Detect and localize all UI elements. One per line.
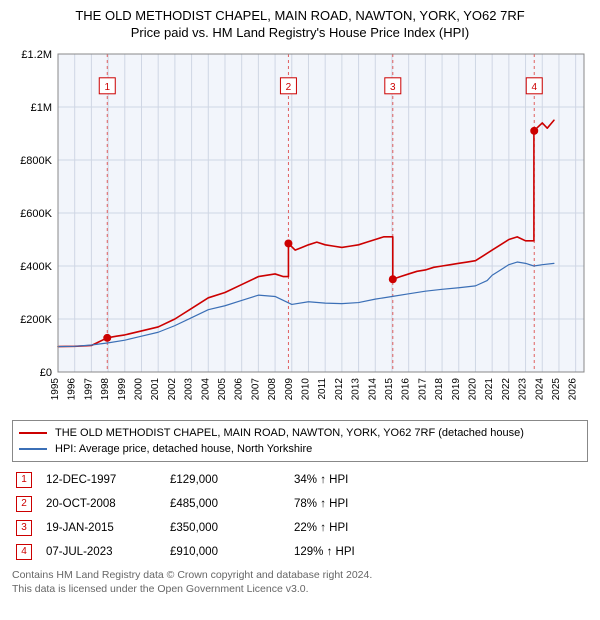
event-price: £129,000: [166, 468, 290, 492]
svg-text:2000: 2000: [133, 378, 144, 401]
event-marker-icon: 2: [16, 496, 32, 512]
legend-box: THE OLD METHODIST CHAPEL, MAIN ROAD, NAW…: [12, 420, 588, 462]
svg-text:2012: 2012: [334, 378, 345, 401]
event-row: 1 12-DEC-1997£129,00034% ↑ HPI: [12, 468, 365, 492]
svg-text:2018: 2018: [434, 378, 445, 401]
events-table: 1 12-DEC-1997£129,00034% ↑ HPI 2 20-OCT-200…: [12, 468, 365, 564]
chart-area: 1 2 3 4 £0 £200K £400K £600K £800K £1M £1.2M 1995 19…: [10, 46, 590, 416]
event-date: 12-DEC-1997: [42, 468, 166, 492]
legend-swatch-price-paid: [19, 432, 47, 434]
svg-text:2017: 2017: [417, 378, 428, 401]
svg-text:£200K: £200K: [20, 314, 52, 326]
svg-text:2007: 2007: [250, 378, 261, 401]
svg-text:1995: 1995: [50, 378, 61, 401]
svg-text:2026: 2026: [568, 378, 579, 401]
svg-text:2002: 2002: [167, 378, 178, 401]
svg-text:1997: 1997: [83, 378, 94, 401]
legend-swatch-hpi: [19, 448, 47, 450]
legend-item-price-paid: THE OLD METHODIST CHAPEL, MAIN ROAD, NAW…: [19, 425, 581, 441]
svg-text:£600K: £600K: [20, 208, 52, 220]
svg-text:2005: 2005: [217, 378, 228, 401]
event-date: 20-OCT-2008: [42, 492, 166, 516]
svg-text:2014: 2014: [367, 378, 378, 401]
legend-label-hpi: HPI: Average price, detached house, Nort…: [55, 443, 312, 455]
svg-text:4: 4: [531, 82, 537, 93]
svg-text:2008: 2008: [267, 378, 278, 401]
svg-text:2004: 2004: [200, 378, 211, 401]
price-chart-svg: 1 2 3 4 £0 £200K £400K £600K £800K £1M £1.2M 1995 19…: [10, 46, 590, 416]
event-delta: 78% ↑ HPI: [290, 492, 365, 516]
svg-text:£400K: £400K: [20, 261, 52, 273]
svg-text:2001: 2001: [150, 378, 161, 401]
svg-text:2006: 2006: [234, 378, 245, 401]
event-row: 3 19-JAN-2015£350,00022% ↑ HPI: [12, 516, 365, 540]
event-marker-icon: 1: [16, 472, 32, 488]
svg-text:£0: £0: [40, 367, 52, 379]
svg-text:2: 2: [286, 82, 292, 93]
svg-text:2023: 2023: [518, 378, 529, 401]
svg-text:2016: 2016: [401, 378, 412, 401]
svg-text:2003: 2003: [184, 378, 195, 401]
legend-item-hpi: HPI: Average price, detached house, Nort…: [19, 441, 581, 457]
svg-text:2013: 2013: [351, 378, 362, 401]
svg-text:1998: 1998: [100, 378, 111, 401]
event-row: 4 07-JUL-2023£910,000129% ↑ HPI: [12, 540, 365, 564]
legend-label-price-paid: THE OLD METHODIST CHAPEL, MAIN ROAD, NAW…: [55, 427, 524, 439]
footnote-line2: This data is licensed under the Open Gov…: [12, 583, 309, 595]
event-price: £485,000: [166, 492, 290, 516]
svg-text:2022: 2022: [501, 378, 512, 401]
event-row: 2 20-OCT-2008£485,00078% ↑ HPI: [12, 492, 365, 516]
svg-text:2010: 2010: [300, 378, 311, 401]
svg-text:1999: 1999: [117, 378, 128, 401]
svg-text:1: 1: [104, 82, 110, 93]
svg-text:2024: 2024: [534, 378, 545, 401]
event-marker-icon: 4: [16, 544, 32, 560]
event-delta: 22% ↑ HPI: [290, 516, 365, 540]
event-delta: 129% ↑ HPI: [290, 540, 365, 564]
svg-text:2025: 2025: [551, 378, 562, 401]
svg-text:£1M: £1M: [31, 102, 52, 114]
svg-text:3: 3: [390, 82, 396, 93]
footnote-line1: Contains HM Land Registry data © Crown c…: [12, 569, 372, 581]
svg-text:2020: 2020: [467, 378, 478, 401]
event-marker-icon: 3: [16, 520, 32, 536]
chart-title-main: THE OLD METHODIST CHAPEL, MAIN ROAD, NAW…: [10, 8, 590, 23]
event-price: £350,000: [166, 516, 290, 540]
svg-text:2009: 2009: [284, 378, 295, 401]
svg-text:£1.2M: £1.2M: [21, 49, 52, 61]
chart-title-sub: Price paid vs. HM Land Registry's House …: [10, 25, 590, 40]
footnote: Contains HM Land Registry data © Crown c…: [12, 568, 588, 596]
svg-text:2015: 2015: [384, 378, 395, 401]
svg-text:£800K: £800K: [20, 155, 52, 167]
svg-text:2021: 2021: [484, 378, 495, 401]
event-delta: 34% ↑ HPI: [290, 468, 365, 492]
svg-text:2019: 2019: [451, 378, 462, 401]
svg-text:2011: 2011: [317, 378, 328, 400]
event-date: 19-JAN-2015: [42, 516, 166, 540]
event-date: 07-JUL-2023: [42, 540, 166, 564]
event-price: £910,000: [166, 540, 290, 564]
svg-text:1996: 1996: [67, 378, 78, 401]
